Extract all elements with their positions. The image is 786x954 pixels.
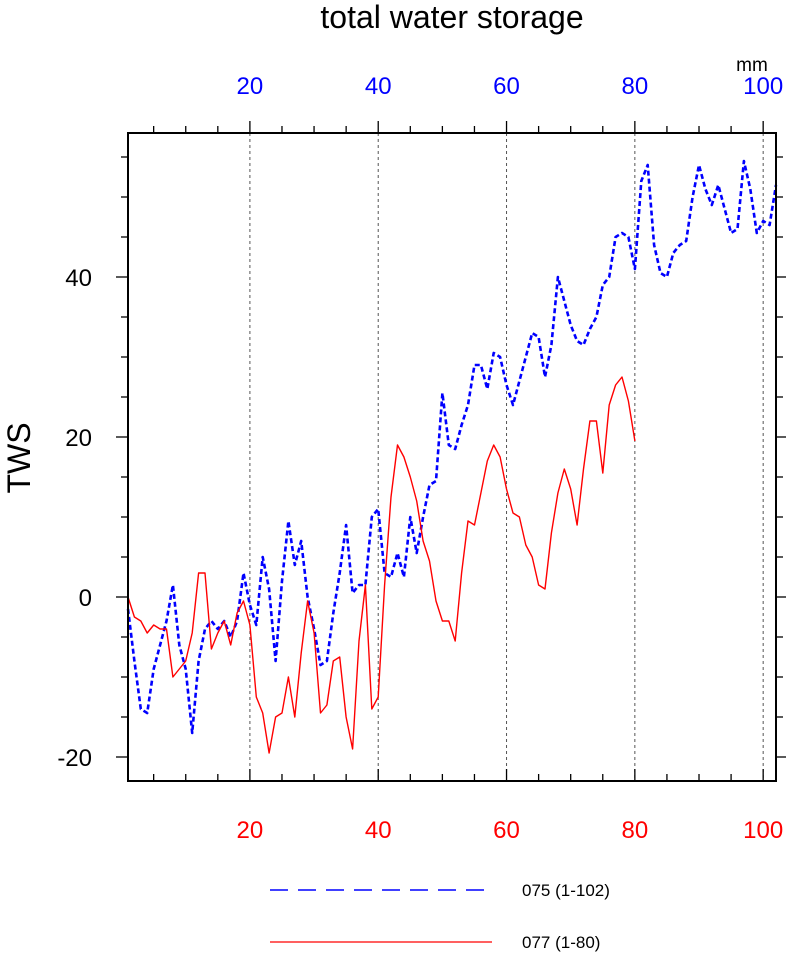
series-line-1 — [127, 376, 636, 754]
x-bottom-tick-label: 40 — [365, 817, 392, 844]
x-top-tick-label: 60 — [493, 73, 520, 100]
y-tick-label: -20 — [57, 745, 92, 772]
x-bottom-tick-label: 80 — [621, 817, 648, 844]
y-tick-label: 0 — [79, 585, 92, 612]
x-bottom-tick-label: 100 — [743, 817, 783, 844]
y-tick-label: 20 — [65, 425, 92, 452]
legend-label-0: 075 (1-102) — [522, 881, 610, 900]
series-line-0 — [126, 159, 778, 735]
plot-frame — [127, 132, 777, 782]
legend: 075 (1-102) 077 (1-80) — [270, 881, 610, 952]
tick-labels: -20 0 20 40 20 40 60 80 100 20 40 60 80 100 — [57, 73, 783, 844]
data-series — [126, 159, 778, 754]
axis-ticks — [116, 121, 786, 781]
x-bottom-tick-label: 20 — [237, 817, 264, 844]
chart-title: total water storage — [320, 0, 583, 35]
x-top-tick-label: 80 — [621, 73, 648, 100]
y-axis-label: TWS — [1, 422, 37, 493]
x-bottom-tick-label: 60 — [493, 817, 520, 844]
x-top-tick-label: 100 — [743, 73, 783, 100]
units-label: mm — [736, 55, 768, 76]
vertical-gridlines — [249, 133, 764, 781]
y-tick-label: 40 — [65, 265, 92, 292]
x-top-tick-label: 40 — [365, 73, 392, 100]
x-top-tick-label: 20 — [237, 73, 264, 100]
legend-label-1: 077 (1-80) — [522, 933, 600, 952]
